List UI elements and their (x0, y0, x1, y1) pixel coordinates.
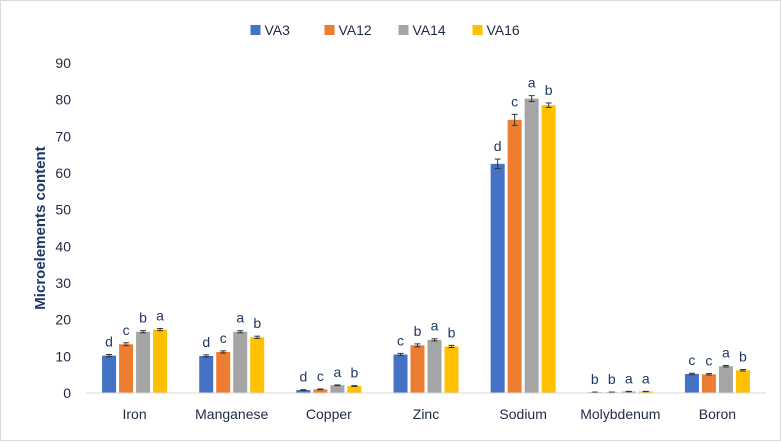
significance-label: b (739, 349, 747, 365)
legend: VA3 VA12 VA14 VA16 (251, 22, 520, 38)
y-tick-label: 70 (55, 128, 71, 144)
bar-va16-boron (736, 370, 750, 393)
bar-va12-sodium (508, 120, 522, 393)
significance-label: a (236, 310, 244, 326)
significance-label: b (350, 365, 358, 381)
significance-label: d (299, 369, 307, 385)
error-bar (415, 344, 421, 347)
bar-va16-iron (153, 330, 167, 393)
error-bar (432, 339, 438, 341)
legend-swatch (251, 25, 261, 35)
y-axis-title: Microelements content (32, 146, 49, 309)
x-category-label: Zinc (413, 406, 439, 422)
significance-label: a (528, 75, 536, 91)
legend-swatch (473, 25, 483, 35)
significance-label: c (688, 352, 695, 368)
significance-label: b (545, 82, 553, 98)
bar-va16-zinc (445, 346, 459, 393)
error-bar (334, 385, 340, 386)
x-category-label: Sodium (499, 406, 546, 422)
legend-item-va3: VA3 (251, 22, 291, 38)
x-category-label: Manganese (195, 406, 268, 422)
legend-item-va12: VA12 (325, 22, 372, 38)
bar-va12-iron (119, 344, 133, 393)
bar-va14-iron (136, 332, 150, 393)
y-tick-label: 90 (55, 55, 71, 71)
legend-label: VA14 (413, 22, 446, 38)
significance-label: b (591, 371, 599, 387)
bar-va12-zinc (411, 345, 425, 393)
y-tick-label: 60 (55, 165, 71, 181)
bar-va14-manganese (233, 332, 247, 393)
bar-va14-copper (330, 385, 344, 393)
significance-label: c (123, 322, 130, 338)
bar-va3-zinc (394, 355, 408, 394)
bar-va14-zinc (428, 340, 442, 393)
significance-label: b (139, 310, 147, 326)
y-tick-label: 80 (55, 92, 71, 108)
bar-va3-boron (685, 374, 699, 393)
significance-label: a (156, 307, 164, 323)
x-category-label: Copper (306, 406, 352, 422)
significance-label: b (253, 315, 261, 331)
error-bar (157, 328, 163, 330)
bar-va3-sodium (491, 164, 505, 393)
significance-label: d (494, 138, 502, 154)
x-axis-labels: Iron Manganese Copper Zinc Sodium Molybdenum B… (123, 406, 737, 422)
legend-swatch (325, 25, 335, 35)
bar-va3-iron (102, 356, 116, 393)
x-category-label: Iron (123, 406, 147, 422)
legend-item-va16: VA16 (473, 22, 520, 38)
y-tick-label: 20 (55, 312, 71, 328)
significance-label: b (608, 371, 616, 387)
significance-label: c (317, 368, 324, 384)
significance-label: b (448, 324, 456, 340)
bar-va3-manganese (199, 356, 213, 393)
significance-label: a (642, 370, 650, 386)
legend-item-va14: VA14 (399, 22, 446, 38)
error-bar (351, 386, 357, 387)
y-tick-label: 30 (55, 275, 71, 291)
y-tick-label: 0 (63, 385, 71, 401)
significance-label: b (414, 323, 422, 339)
y-tick-label: 40 (55, 238, 71, 254)
significance-label: a (333, 364, 341, 380)
significance-label: a (625, 370, 633, 386)
significance-label: c (511, 93, 518, 109)
bar-va14-boron (719, 366, 733, 393)
legend-label: VA12 (339, 22, 372, 38)
bar-va12-boron (702, 374, 716, 393)
bar-va14-sodium (525, 99, 539, 393)
bar-va16-copper (347, 386, 361, 393)
y-tick-label: 50 (55, 202, 71, 218)
bar-va12-manganese (216, 352, 230, 393)
x-category-label: Molybdenum (580, 406, 660, 422)
bar-va16-sodium (542, 105, 556, 393)
significance-label: c (705, 353, 712, 369)
legend-swatch (399, 25, 409, 35)
y-tick-label: 10 (55, 348, 71, 364)
legend-label: VA16 (487, 22, 520, 38)
error-bar (317, 389, 323, 390)
legend-label: VA3 (265, 22, 291, 38)
significance-label: a (722, 345, 730, 361)
significance-label: c (397, 332, 404, 348)
significance-label: a (431, 318, 439, 334)
y-axis-ticks: 0 10 20 30 40 50 60 70 80 90 (55, 55, 71, 401)
bar-va16-manganese (250, 337, 264, 393)
significance-label: d (105, 334, 113, 350)
x-category-label: Boron (699, 406, 736, 422)
significance-label: d (202, 334, 210, 350)
error-bar (300, 390, 306, 391)
significance-label: c (220, 330, 227, 346)
